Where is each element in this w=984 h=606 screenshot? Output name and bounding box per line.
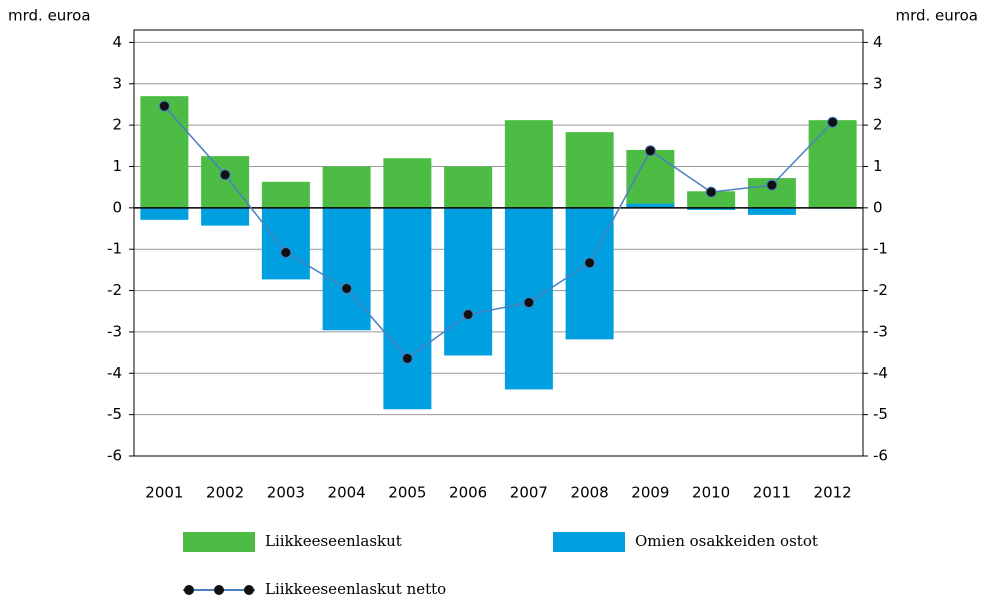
- bar: [322, 207, 371, 331]
- bar: [201, 156, 250, 208]
- x-tick-label: 2003: [267, 484, 305, 502]
- bar: [626, 203, 675, 208]
- y2-axis-label: mrd. euroa: [895, 7, 978, 25]
- bar: [383, 207, 432, 410]
- marker: [462, 309, 474, 321]
- legend-marker: [244, 585, 254, 595]
- bar: [261, 207, 310, 280]
- bar: [565, 132, 614, 208]
- marker: [584, 257, 596, 269]
- bar: [261, 181, 310, 208]
- x-tick-label: 2002: [206, 484, 244, 502]
- y2-tick-label: 0: [873, 198, 883, 216]
- bar: [504, 120, 553, 208]
- line: [163, 105, 834, 360]
- y-tick-label: 3: [112, 74, 122, 92]
- y-tick-label: -6: [107, 447, 122, 465]
- marker: [280, 247, 292, 259]
- y-tick-label: 1: [112, 157, 122, 175]
- bar: [687, 191, 736, 208]
- bar: [808, 120, 857, 208]
- legend-swatch: [553, 532, 625, 552]
- y2-tick-label: -6: [873, 447, 888, 465]
- legend-label: Omien osakkeiden ostot: [635, 532, 818, 550]
- y2-tick-label: 2: [873, 116, 883, 134]
- y2-tick-label: 4: [873, 33, 883, 51]
- legend-label: Liikkeeseenlaskut: [265, 532, 402, 550]
- y2-tick-label: -2: [873, 281, 888, 299]
- bar: [444, 166, 493, 208]
- bar: [687, 207, 736, 210]
- x-tick-label: 2006: [449, 484, 487, 502]
- y2-tick-label: 3: [873, 74, 883, 92]
- marker: [341, 282, 353, 294]
- x-tick-label: 2005: [388, 484, 426, 502]
- x-tick-label: 2004: [328, 484, 366, 502]
- y-tick-label: 2: [112, 116, 122, 134]
- legend-swatch: [183, 532, 255, 552]
- marker: [219, 169, 231, 181]
- bar: [201, 207, 250, 226]
- x-tick-label: 2009: [631, 484, 669, 502]
- bar: [626, 149, 675, 208]
- x-tick-label: 2007: [510, 484, 548, 502]
- bar: [747, 207, 796, 215]
- plot-frame: [133, 29, 864, 457]
- y-tick-label: -5: [107, 405, 122, 423]
- legend-marker: [184, 585, 194, 595]
- bar: [322, 166, 371, 208]
- y2-tick-label: 1: [873, 157, 883, 175]
- marker: [401, 352, 413, 364]
- y-tick-label: 0: [112, 198, 122, 216]
- y2-tick-label: -3: [873, 322, 888, 340]
- marker: [523, 297, 535, 309]
- x-tick-label: 2012: [814, 484, 852, 502]
- bar: [140, 207, 189, 220]
- marker: [644, 145, 656, 157]
- y-tick-label: -3: [107, 322, 122, 340]
- marker: [827, 116, 839, 128]
- y2-tick-label: -1: [873, 240, 888, 258]
- bar: [383, 158, 432, 208]
- x-tick-label: 2011: [753, 484, 791, 502]
- y-axis-label: mrd. euroa: [8, 7, 91, 25]
- y2-tick-label: -4: [873, 364, 888, 382]
- x-tick-label: 2010: [692, 484, 730, 502]
- y-tick-label: -2: [107, 281, 122, 299]
- y-tick-label: -4: [107, 364, 122, 382]
- marker: [158, 100, 170, 112]
- y-tick-label: -1: [107, 240, 122, 258]
- x-tick-label: 2001: [145, 484, 183, 502]
- legend-marker: [214, 585, 224, 595]
- y2-tick-label: -5: [873, 405, 888, 423]
- x-tick-label: 2008: [571, 484, 609, 502]
- marker: [766, 179, 778, 191]
- marker: [705, 186, 717, 198]
- bar: [140, 96, 189, 208]
- legend-label: Liikkeeseenlaskut netto: [265, 580, 446, 598]
- bar: [444, 207, 493, 356]
- y-tick-label: 4: [112, 33, 122, 51]
